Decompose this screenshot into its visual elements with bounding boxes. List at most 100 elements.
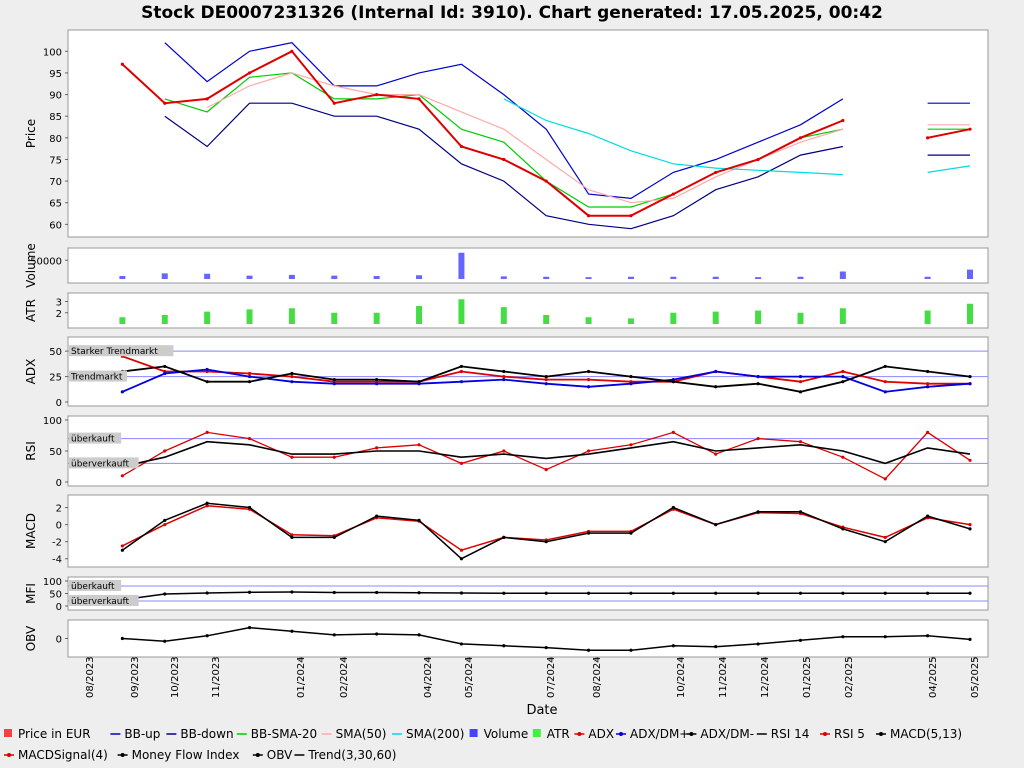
- series-obv-point: [883, 635, 887, 639]
- series-rsi-5-point: [375, 446, 379, 450]
- legend-item: MACD(5,13): [876, 727, 962, 741]
- volume-bar: [924, 276, 931, 279]
- series-obv-point: [247, 626, 252, 630]
- series-price-point: [671, 192, 675, 196]
- series-bb-down: [164, 102, 970, 230]
- x-tick-label: 10/2024: [676, 656, 687, 698]
- series-adx-dm--point: [671, 380, 675, 384]
- series-rsi-5-point: [968, 458, 972, 462]
- mfi-reference-label: überverkauft: [71, 597, 130, 607]
- macd-y-tick-label: 0: [56, 521, 62, 532]
- series-money-flow-index-point: [332, 590, 336, 595]
- series-adx-dm--point: [502, 369, 506, 374]
- series-adx-dm--point: [120, 390, 124, 394]
- series-adx-dm--point: [205, 367, 209, 372]
- mfi-reference-label: überkauft: [71, 582, 115, 592]
- volume-y-title: Volume: [24, 243, 38, 288]
- series-adx-point: [586, 378, 591, 382]
- legend-item: BB-up: [110, 727, 160, 741]
- atr-y-tick-label: 3: [56, 298, 62, 309]
- legend-label: BB-up: [124, 727, 160, 741]
- series-adx-point: [290, 374, 294, 379]
- series-rsi-14: [122, 440, 971, 468]
- chart-title: Stock DE0007231326 (Internal Id: 3910). …: [141, 3, 883, 23]
- series-adx-dm--point: [629, 382, 633, 386]
- atr-bar: [204, 311, 211, 324]
- price-y-tick-label: 60: [49, 220, 62, 231]
- series-rsi-5-point: [629, 443, 633, 447]
- series-money-flow-index-point: [841, 591, 845, 595]
- macd-y-title: MACD: [24, 513, 38, 549]
- series-rsi-5-point: [502, 449, 506, 453]
- atr-bar: [246, 309, 253, 324]
- price-y-tick-label: 100: [43, 47, 62, 58]
- series-adx-dm--point: [247, 374, 252, 379]
- x-tick-label: 08/2024: [592, 656, 603, 698]
- series-macd-signal-point: [120, 544, 124, 548]
- series-obv-point: [459, 642, 464, 646]
- legend-label: ATR: [547, 727, 570, 741]
- series-rsi-5-point: [120, 474, 124, 478]
- mfi-y-tick-label: 50: [49, 590, 62, 601]
- legend-label: Volume: [484, 727, 529, 741]
- x-tick-label: 02/2024: [339, 656, 350, 698]
- series-macd-point: [163, 518, 167, 522]
- x-tick-label: 09/2023: [130, 656, 141, 698]
- series-adx-dm--point: [247, 380, 252, 384]
- adx-y-tick-label: 25: [49, 373, 62, 384]
- x-tick-label: 04/2024: [423, 656, 434, 698]
- legend-marker: [4, 729, 12, 737]
- rsi-panel: RSI 100 50 0 überkauft überverkauft: [24, 415, 989, 489]
- rsi-plot-area: [67, 415, 989, 487]
- series-money-flow-index-point: [883, 591, 887, 595]
- volume-bar: [755, 277, 762, 279]
- series-price-point: [926, 136, 930, 140]
- series-macd-point: [459, 557, 464, 561]
- series-money-flow-index-point: [459, 591, 464, 595]
- atr-bar: [627, 318, 634, 324]
- volume-bar: [246, 275, 253, 279]
- series-price-point: [629, 214, 633, 218]
- legend-item: OBV: [252, 748, 293, 762]
- legend-marker-dot: [255, 753, 260, 757]
- obv-panel: OBV 0: [24, 619, 989, 658]
- legend-marker-dot: [7, 753, 11, 757]
- series-macd-point: [544, 540, 548, 544]
- series-adx-dm--point: [926, 385, 930, 389]
- series-adx-dm--point: [459, 364, 464, 369]
- atr-bar: [119, 317, 126, 324]
- series-obv-point: [502, 644, 506, 648]
- series-macd-point: [968, 527, 972, 531]
- series-macd-point: [417, 518, 421, 522]
- series-rsi-5-point: [544, 468, 548, 472]
- series-money-flow-index-point: [502, 591, 506, 595]
- series-macd-point: [926, 514, 930, 518]
- atr-bar: [924, 310, 931, 324]
- series-price-point: [417, 97, 421, 101]
- series-adx-dm--point: [968, 374, 972, 379]
- series-adx-dm--point: [459, 380, 464, 384]
- macd-panel: MACD 2 0 -2 -4: [24, 494, 989, 568]
- macd-y-tick-label: -4: [52, 555, 62, 566]
- x-tick-label: 08/2023: [85, 656, 96, 698]
- volume-bar: [585, 277, 592, 279]
- series-macd-point: [375, 514, 379, 518]
- price-plot-area: [67, 29, 989, 238]
- x-tick-label: 01/2024: [296, 656, 307, 698]
- rsi-y-tick-label: 0: [56, 478, 62, 489]
- series-adx-dm--point: [798, 390, 803, 394]
- atr-bar: [967, 303, 973, 324]
- series-rsi-5-point: [163, 449, 167, 453]
- series-macd-point: [502, 535, 506, 540]
- series-adx-dm--point: [417, 380, 421, 384]
- series-obv-point: [841, 635, 845, 639]
- series-price-point: [247, 71, 252, 75]
- series-adx-dm--point: [502, 378, 506, 382]
- series-adx-dm--point: [205, 380, 209, 384]
- series-obv-point: [629, 648, 633, 652]
- volume-bar: [500, 276, 507, 279]
- series-price: [121, 50, 971, 217]
- mfi-y-title: MFI: [24, 583, 38, 604]
- series-adx-dm--point: [926, 369, 930, 374]
